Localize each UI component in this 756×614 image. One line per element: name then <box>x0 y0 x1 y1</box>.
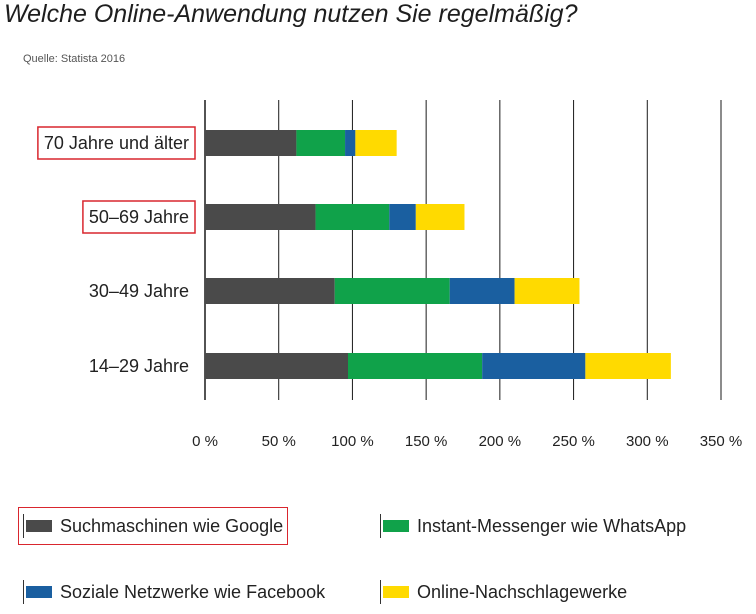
category-label-70-jahre-und-alter: 70 Jahre und älter <box>44 133 189 153</box>
x-tick-label: 50 % <box>262 433 296 450</box>
bar-online-nachschlagewerke-70-jahre-und-alter <box>355 130 397 156</box>
legend-item-nachschlagewerke: Online-Nachschlagewerke <box>380 578 627 606</box>
x-tick-label: 250 % <box>552 433 595 450</box>
x-tick-label: 350 % <box>700 433 743 450</box>
category-label-50-69-jahre: 50–69 Jahre <box>89 207 189 227</box>
legend-swatch-soziale-netzwerke <box>26 586 52 598</box>
legend-swatch-instant-messenger <box>383 520 409 532</box>
bar-soziale-netzwerke-wie-facebook-14-29-jahre <box>482 353 586 379</box>
legend-item-suchmaschinen: Suchmaschinen wie Google <box>17 507 289 545</box>
legend-item-instant-messenger: Instant-Messenger wie WhatsApp <box>380 512 686 540</box>
x-tick-label: 200 % <box>479 433 522 450</box>
bar-instant-messenger-wie-whatsapp-50-69-jahre <box>315 204 390 230</box>
x-tick-label: 100 % <box>331 433 374 450</box>
legend-label-soziale-netzwerke: Soziale Netzwerke wie Facebook <box>60 581 326 602</box>
stacked-bar-chart: 0 % 50 % 100 % 150 % 200 % 250 % 300 % 350 % 70 … <box>37 100 743 450</box>
bar-online-nachschlagewerke-14-29-jahre <box>585 353 671 379</box>
bar-suchmaschinen-wie-google-50-69-jahre <box>205 204 316 230</box>
x-tick-label: 150 % <box>405 433 448 450</box>
legend-label-nachschlagewerke: Online-Nachschlagewerke <box>417 581 628 602</box>
category-label-30-49-jahre: 30–49 Jahre <box>89 281 189 301</box>
legend-label-instant-messenger: Instant-Messenger wie WhatsApp <box>417 515 687 536</box>
bar-soziale-netzwerke-wie-facebook-70-jahre-und-alter <box>345 130 356 156</box>
highlight-box <box>37 126 196 160</box>
bar-online-nachschlagewerke-30-49-jahre <box>514 278 580 304</box>
legend-swatch-nachschlagewerke <box>383 586 409 598</box>
chart-source: Quelle: Statista 2016 <box>23 53 126 65</box>
legend-swatch-suchmaschinen <box>26 520 52 532</box>
category-label-14-29-jahre: 14–29 Jahre <box>89 356 189 376</box>
bar-online-nachschlagewerke-50-69-jahre <box>415 204 465 230</box>
bar-instant-messenger-wie-whatsapp-14-29-jahre <box>348 353 483 379</box>
bar-suchmaschinen-wie-google-30-49-jahre <box>205 278 335 304</box>
highlight-box <box>82 200 196 234</box>
x-tick-label: 300 % <box>626 433 669 450</box>
bar-soziale-netzwerke-wie-facebook-30-49-jahre <box>449 278 515 304</box>
bar-soziale-netzwerke-wie-facebook-50-69-jahre <box>389 204 416 230</box>
legend-item-soziale-netzwerke: Soziale Netzwerke wie Facebook <box>23 578 325 606</box>
bar-instant-messenger-wie-whatsapp-30-49-jahre <box>334 278 450 304</box>
bar-suchmaschinen-wie-google-14-29-jahre <box>205 353 349 379</box>
chart-title: Welche Online-Anwendung nutzen Sie regel… <box>4 0 578 28</box>
bar-instant-messenger-wie-whatsapp-70-jahre-und-alter <box>296 130 346 156</box>
x-tick-label: 0 % <box>192 433 218 450</box>
bar-suchmaschinen-wie-google-70-jahre-und-alter <box>205 130 297 156</box>
legend-label-suchmaschinen: Suchmaschinen wie Google <box>60 515 284 536</box>
